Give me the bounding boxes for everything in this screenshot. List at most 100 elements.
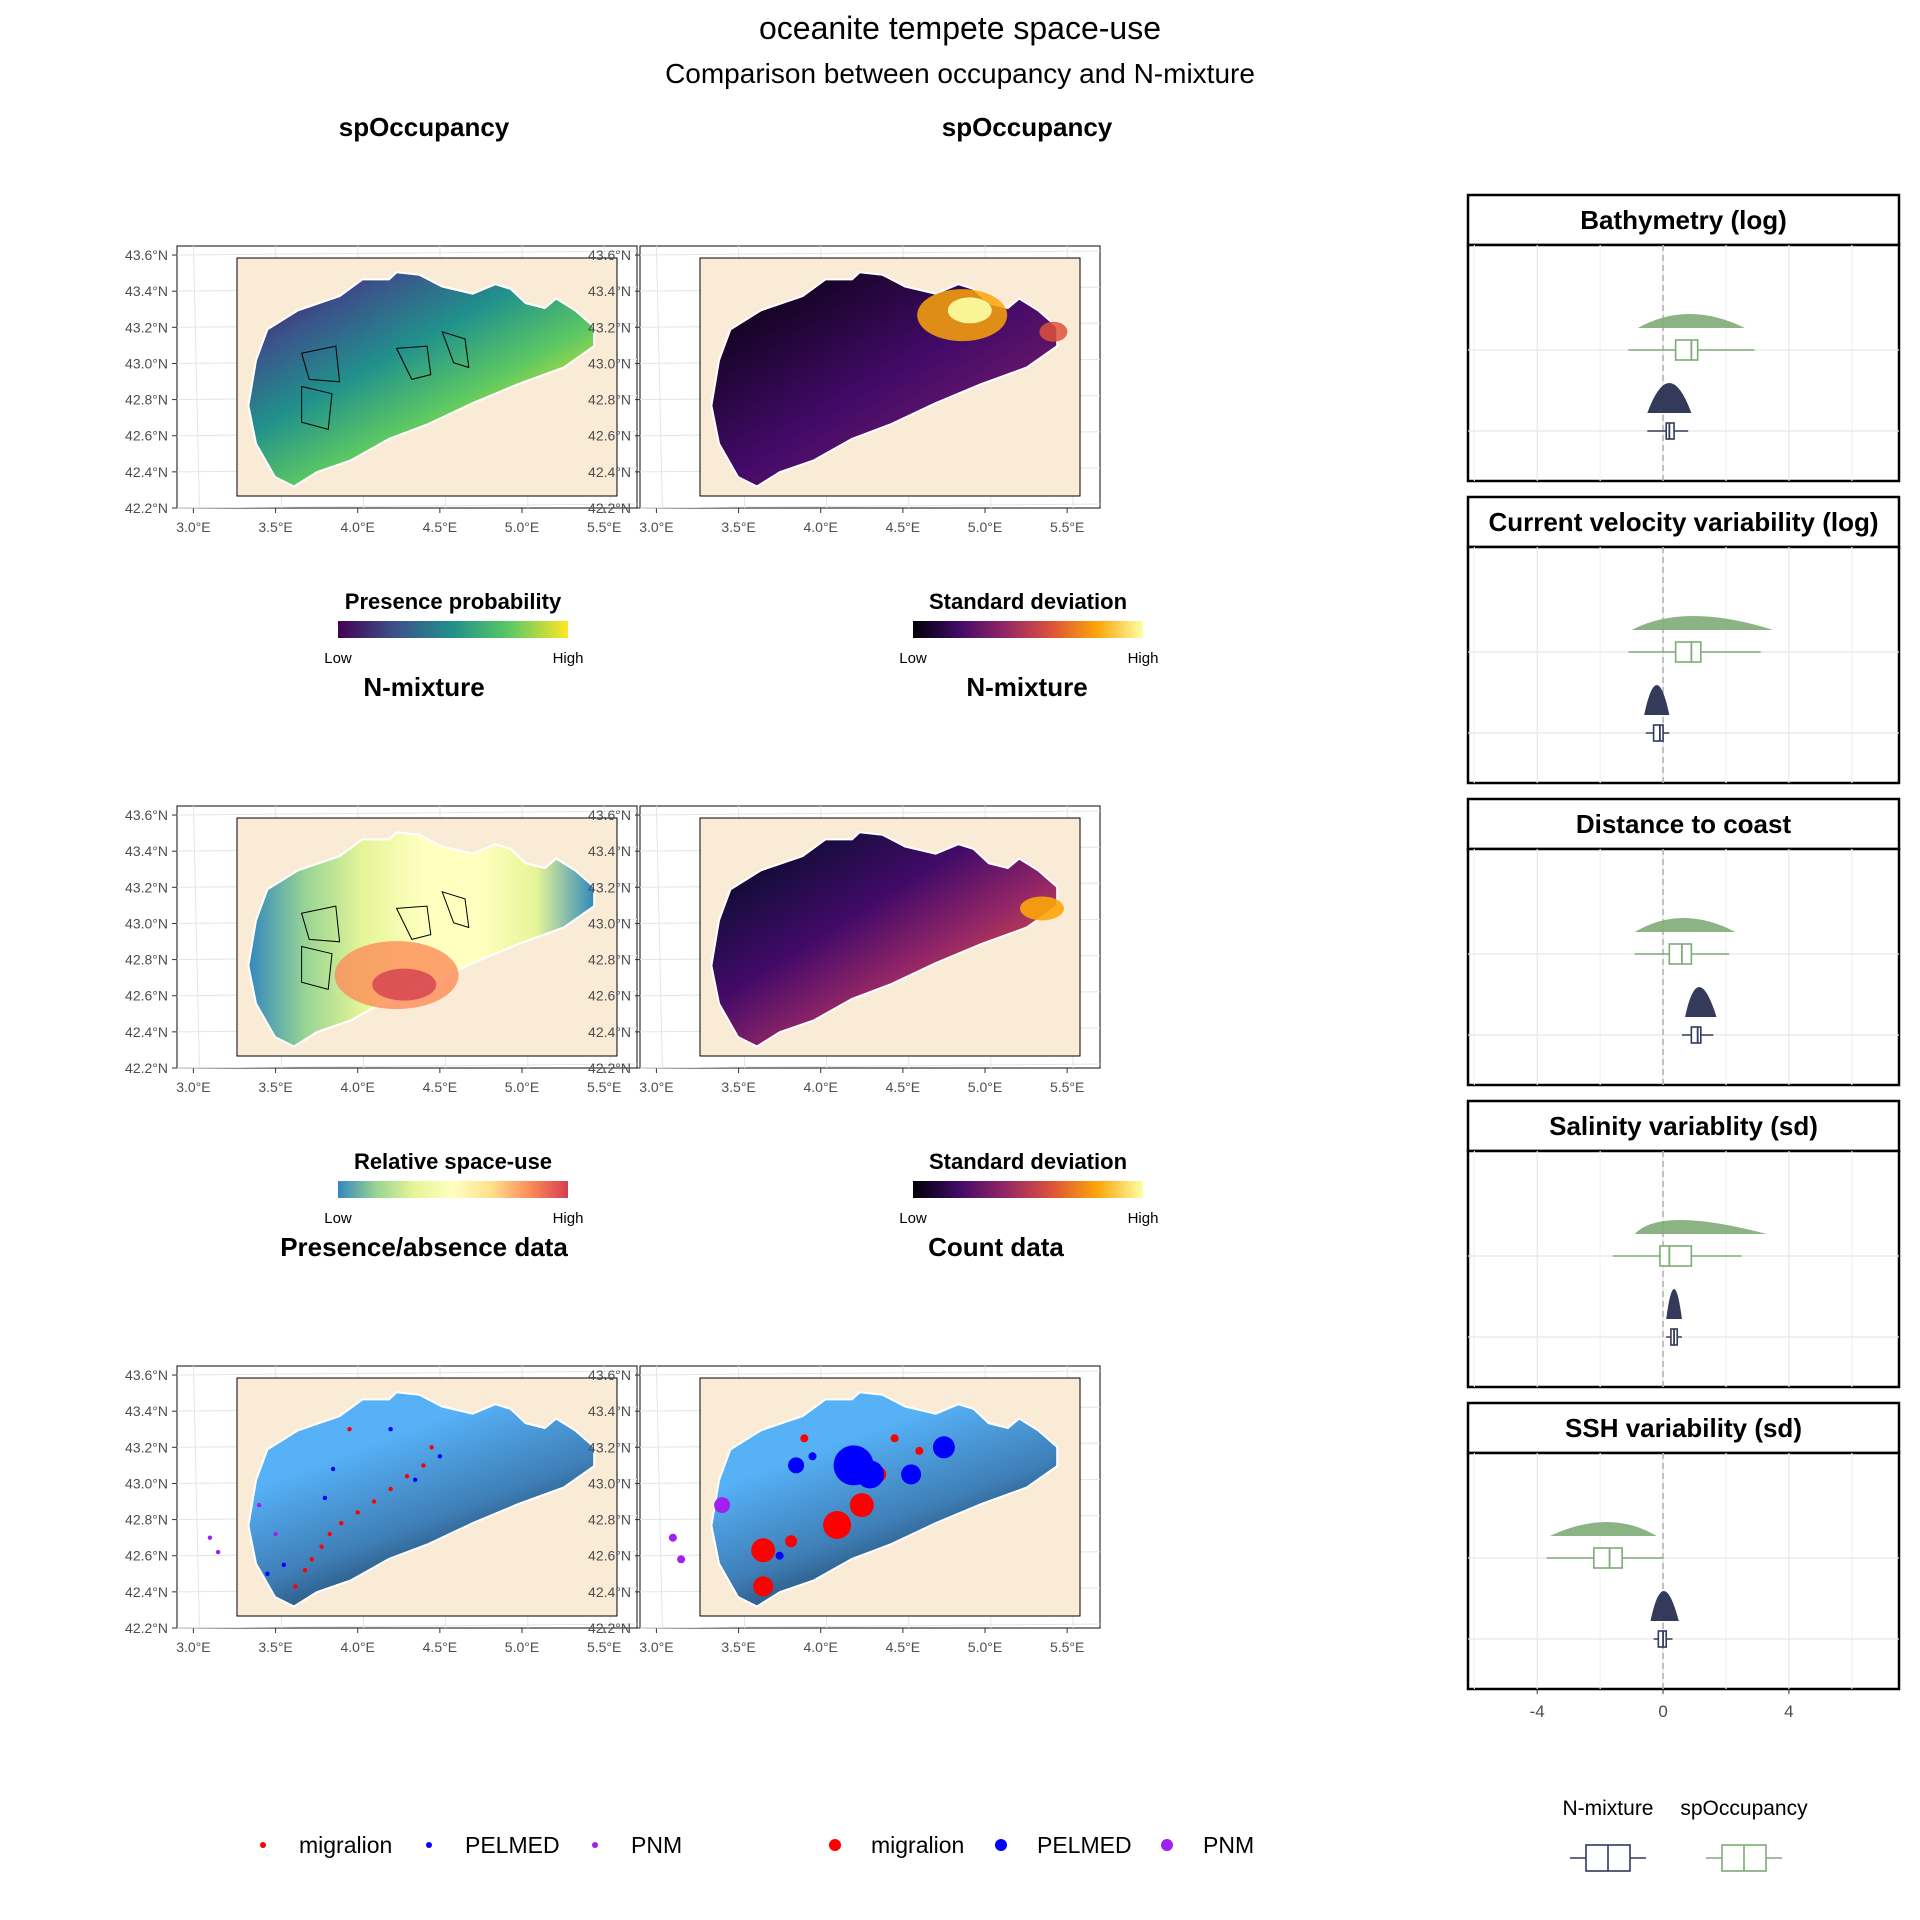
strip-header [1466, 1099, 1901, 1153]
x-tick-label: 4.5°E [886, 1639, 920, 1655]
survey-point [677, 1555, 686, 1564]
figure-subtitle: Comparison between occupancy and N-mixtu… [665, 58, 1255, 89]
y-tick-label: 42.2°N [588, 500, 631, 516]
density-spoccupancy [1637, 314, 1745, 328]
sea-raster [247, 831, 596, 1048]
y-tick-label: 42.4°N [125, 1024, 168, 1040]
sd-edge [1039, 321, 1068, 342]
y-tick-label: 43.4°N [588, 843, 631, 859]
x-tick-label: 5.0°E [505, 1079, 539, 1095]
x-tick-label: 4.5°E [423, 519, 457, 535]
x-tick-label: 4.5°E [423, 1639, 457, 1655]
legend-key-pnm [592, 1842, 598, 1848]
x-tick-label: 3.5°E [721, 519, 755, 535]
density-nmixture [1685, 987, 1717, 1017]
survey-point [714, 1497, 731, 1514]
survey-point [668, 1533, 677, 1542]
x-tick-label: 4.5°E [886, 519, 920, 535]
density-nmixture [1644, 685, 1670, 715]
y-tick-label: 43.2°N [588, 1439, 631, 1455]
y-tick-label: 42.2°N [588, 1620, 631, 1636]
legend-high-label: High [1128, 650, 1159, 667]
map-panel-6: Count data 3.0°E 3.5°E 4.0°E 4.5°E 5.0°E 5.5°E… [588, 1232, 1254, 1858]
survey-point [256, 1502, 262, 1508]
y-tick-label: 43.0°N [125, 915, 168, 931]
x-tick-label: 3.0°E [176, 1079, 210, 1095]
survey-point [849, 1493, 874, 1518]
survey-point [413, 1477, 418, 1483]
y-tick-label: 43.4°N [125, 843, 168, 859]
box-spoccupancy [1593, 1547, 1623, 1569]
y-tick-label: 42.2°N [125, 1620, 168, 1636]
y-tick-label: 43.2°N [125, 1439, 168, 1455]
sea-surface [247, 271, 596, 488]
figure-title: oceanite tempete space-use [758, 10, 1162, 46]
survey-point [273, 1531, 278, 1537]
grid-line [176, 1623, 638, 1629]
box-spoccupancy [1668, 943, 1693, 965]
y-tick-label: 43.2°N [125, 879, 168, 895]
y-tick-label: 43.0°N [125, 355, 168, 371]
coef-plot-area [1466, 243, 1901, 483]
y-tick-label: 43.0°N [125, 1475, 168, 1491]
grid-line [176, 810, 638, 816]
grid-line [192, 245, 200, 509]
survey-point [890, 1434, 899, 1443]
strip-title: Salinity variablity (sd) [1549, 1111, 1818, 1141]
map-title: N-mixture [966, 672, 1087, 702]
sea-raster [247, 271, 596, 488]
y-tick-label: 42.6°N [125, 428, 168, 444]
survey-point [322, 1495, 328, 1501]
x-tick-label: 5.5°E [587, 1639, 621, 1655]
survey-point [355, 1510, 360, 1515]
grid-line [176, 503, 638, 509]
protected-area [395, 345, 432, 380]
legend-label: PNM [1203, 1832, 1254, 1858]
box-nmixture [1690, 1026, 1702, 1044]
survey-point [388, 1486, 393, 1492]
grid-line [639, 1063, 1101, 1069]
survey-point [215, 1549, 221, 1555]
legend-colourbar [338, 621, 568, 638]
legend-low-label: Low [899, 1210, 927, 1227]
protected-area [301, 945, 333, 991]
legend-label: migralion [871, 1832, 964, 1858]
protected-area [300, 345, 341, 383]
coef-plot-area [1466, 847, 1901, 1087]
sd-edge [1020, 896, 1064, 921]
y-tick-label: 42.8°N [588, 1512, 631, 1528]
coef-plot-area [1466, 1451, 1901, 1691]
survey-point [788, 1457, 805, 1474]
x-tick-label: 4.0°E [341, 1079, 375, 1095]
survey-point [753, 1576, 774, 1597]
x-tick-label: 3.5°E [258, 1079, 292, 1095]
box-nmixture [1652, 724, 1664, 742]
x-tick-label: 4.0°E [341, 519, 375, 535]
y-tick-label: 43.0°N [588, 355, 631, 371]
y-tick-label: 42.2°N [588, 1060, 631, 1076]
y-tick-label: 43.0°N [588, 1475, 631, 1491]
survey-point [932, 1436, 955, 1459]
legend-key-migralion [260, 1842, 266, 1848]
legend-key-pnm [1161, 1839, 1173, 1851]
x-tick-label: 4.0°E [341, 1639, 375, 1655]
map-title: N-mixture [363, 672, 484, 702]
y-tick-label: 42.4°N [125, 464, 168, 480]
survey-point [302, 1568, 308, 1573]
x-tick-label: 4.5°E [886, 1079, 920, 1095]
grid-line [176, 1063, 638, 1069]
grid-line [655, 245, 663, 509]
survey-point [437, 1454, 443, 1459]
map-title: spOccupancy [339, 112, 510, 142]
sea-surface [710, 1391, 1059, 1608]
survey-point [800, 1434, 809, 1443]
legend-high-label: High [1128, 1210, 1159, 1227]
map-title: Count data [928, 1232, 1064, 1262]
y-tick-label: 42.4°N [588, 1584, 631, 1600]
x-tick-label: 5.5°E [1050, 1639, 1084, 1655]
survey-point [339, 1521, 344, 1526]
x-tick-label: 5.0°E [968, 1639, 1002, 1655]
map-panel-3: N-mixture 3.0°E 3.5°E 4.0°E 4.5°E 5.0°E 5.5°E 4… [125, 672, 638, 1227]
legend-colourbar [913, 1181, 1143, 1198]
